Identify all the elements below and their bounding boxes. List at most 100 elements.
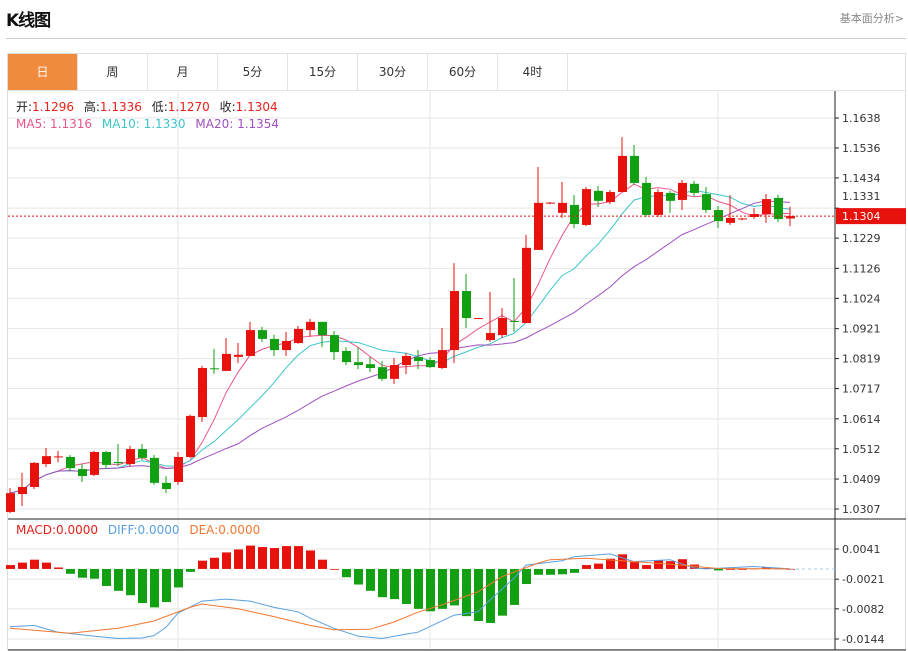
- macd-bar: [330, 568, 339, 570]
- macd-bar: [486, 568, 495, 623]
- tab-4hour[interactable]: 4时: [498, 54, 568, 90]
- candle-down: [630, 155, 639, 183]
- candle-down: [714, 209, 723, 222]
- macd-bar: [450, 568, 459, 606]
- candle-up: [786, 216, 795, 219]
- macd-bar: [762, 567, 771, 569]
- tab-5min[interactable]: 5分: [218, 54, 288, 90]
- candle-up: [678, 182, 687, 200]
- macd-bar: [654, 560, 663, 569]
- macd-bar: [666, 561, 675, 569]
- macd-bar: [438, 568, 447, 609]
- tab-month[interactable]: 月: [148, 54, 218, 90]
- candle-up: [606, 192, 615, 203]
- candle-down: [150, 457, 159, 483]
- macd-bar: [102, 568, 111, 586]
- candle-up: [294, 328, 303, 344]
- close-label: 收:: [219, 100, 236, 114]
- candle-up: [6, 493, 15, 512]
- candle-up: [438, 350, 447, 368]
- macd-bar: [558, 568, 567, 575]
- candle-down: [318, 321, 327, 336]
- candle-up: [390, 365, 399, 379]
- candle-up: [282, 340, 291, 351]
- macd-bar: [498, 568, 507, 616]
- candle-down: [330, 335, 339, 353]
- price-tick-label: 1.1331: [842, 190, 881, 203]
- fundamental-analysis-link[interactable]: 基本面分析>: [839, 12, 904, 25]
- macd-bar: [30, 559, 39, 569]
- macd-bar: [582, 565, 591, 569]
- tab-60min[interactable]: 60分: [428, 54, 498, 90]
- candle-up: [474, 318, 483, 320]
- candle-down: [570, 204, 579, 225]
- candle-up: [738, 218, 747, 220]
- macd-bar: [378, 568, 387, 598]
- candle-up: [90, 452, 99, 475]
- macd-bar: [198, 560, 207, 569]
- macd-bar: [306, 550, 315, 569]
- tab-30min[interactable]: 30分: [358, 54, 428, 90]
- candle-down: [66, 457, 75, 469]
- ma5-value: MA5: 1.1316: [16, 117, 93, 131]
- macd-bar: [18, 562, 27, 569]
- tab-week[interactable]: 周: [78, 54, 148, 90]
- candle-down: [510, 320, 519, 322]
- candle-down: [666, 192, 675, 201]
- macd-bar: [222, 552, 231, 569]
- ma10-line: [9, 189, 791, 494]
- macd-bar: [294, 546, 303, 569]
- macd-bar: [738, 568, 747, 570]
- candle-up: [498, 318, 507, 336]
- candle-up: [402, 355, 411, 366]
- macd-bar: [606, 558, 615, 569]
- macd-bar: [318, 559, 327, 569]
- candle-up: [186, 415, 195, 458]
- candle-up: [234, 354, 243, 357]
- tab-15min[interactable]: 15分: [288, 54, 358, 90]
- high-label: 高:: [83, 100, 100, 114]
- macd-bar: [174, 568, 183, 588]
- candle-down: [594, 190, 603, 201]
- candle-up: [582, 189, 591, 225]
- macd-bar: [138, 568, 147, 603]
- price-tick-label: 1.0512: [842, 443, 881, 456]
- macd-bar: [630, 562, 639, 569]
- open-label: 开:: [16, 100, 33, 114]
- macd-bar: [54, 567, 63, 569]
- macd-legend: MACD:0.0000 DIFF:0.0000 DEA:0.0000: [16, 523, 266, 537]
- candle-up: [762, 199, 771, 215]
- candle-up: [18, 486, 27, 495]
- candle-down: [270, 338, 279, 351]
- candle-up: [486, 333, 495, 341]
- candle-down: [114, 461, 123, 464]
- candle-up: [522, 247, 531, 324]
- ma-legend: MA5: 1.1316 MA10: 1.1330 MA20: 1.1354: [16, 117, 285, 131]
- candle-up: [54, 456, 63, 458]
- tab-day[interactable]: 日: [8, 54, 78, 90]
- candle-down: [162, 482, 171, 490]
- candle-up: [306, 321, 315, 331]
- candle-up: [750, 214, 759, 217]
- price-tick-label: 1.1638: [842, 112, 881, 125]
- candle-up: [198, 367, 207, 418]
- macd-bar: [594, 563, 603, 569]
- current-price-badge: [836, 208, 906, 225]
- low-label: 低:: [151, 100, 168, 114]
- macd-bar: [726, 568, 735, 570]
- macd-bar: [42, 562, 51, 569]
- candle-up: [450, 291, 459, 351]
- current-price-label: 1.1304: [842, 210, 881, 223]
- candle-down: [102, 452, 111, 465]
- macd-bar: [390, 568, 399, 600]
- candle-down: [366, 364, 375, 368]
- candle-down: [354, 362, 363, 366]
- candle-down: [342, 350, 351, 363]
- macd-bar: [282, 546, 291, 569]
- header-divider: [6, 38, 906, 39]
- candle-up: [546, 202, 555, 204]
- page-title: K线图: [6, 11, 51, 31]
- candle-down: [774, 197, 783, 220]
- ma20-value: MA20: 1.1354: [195, 117, 280, 131]
